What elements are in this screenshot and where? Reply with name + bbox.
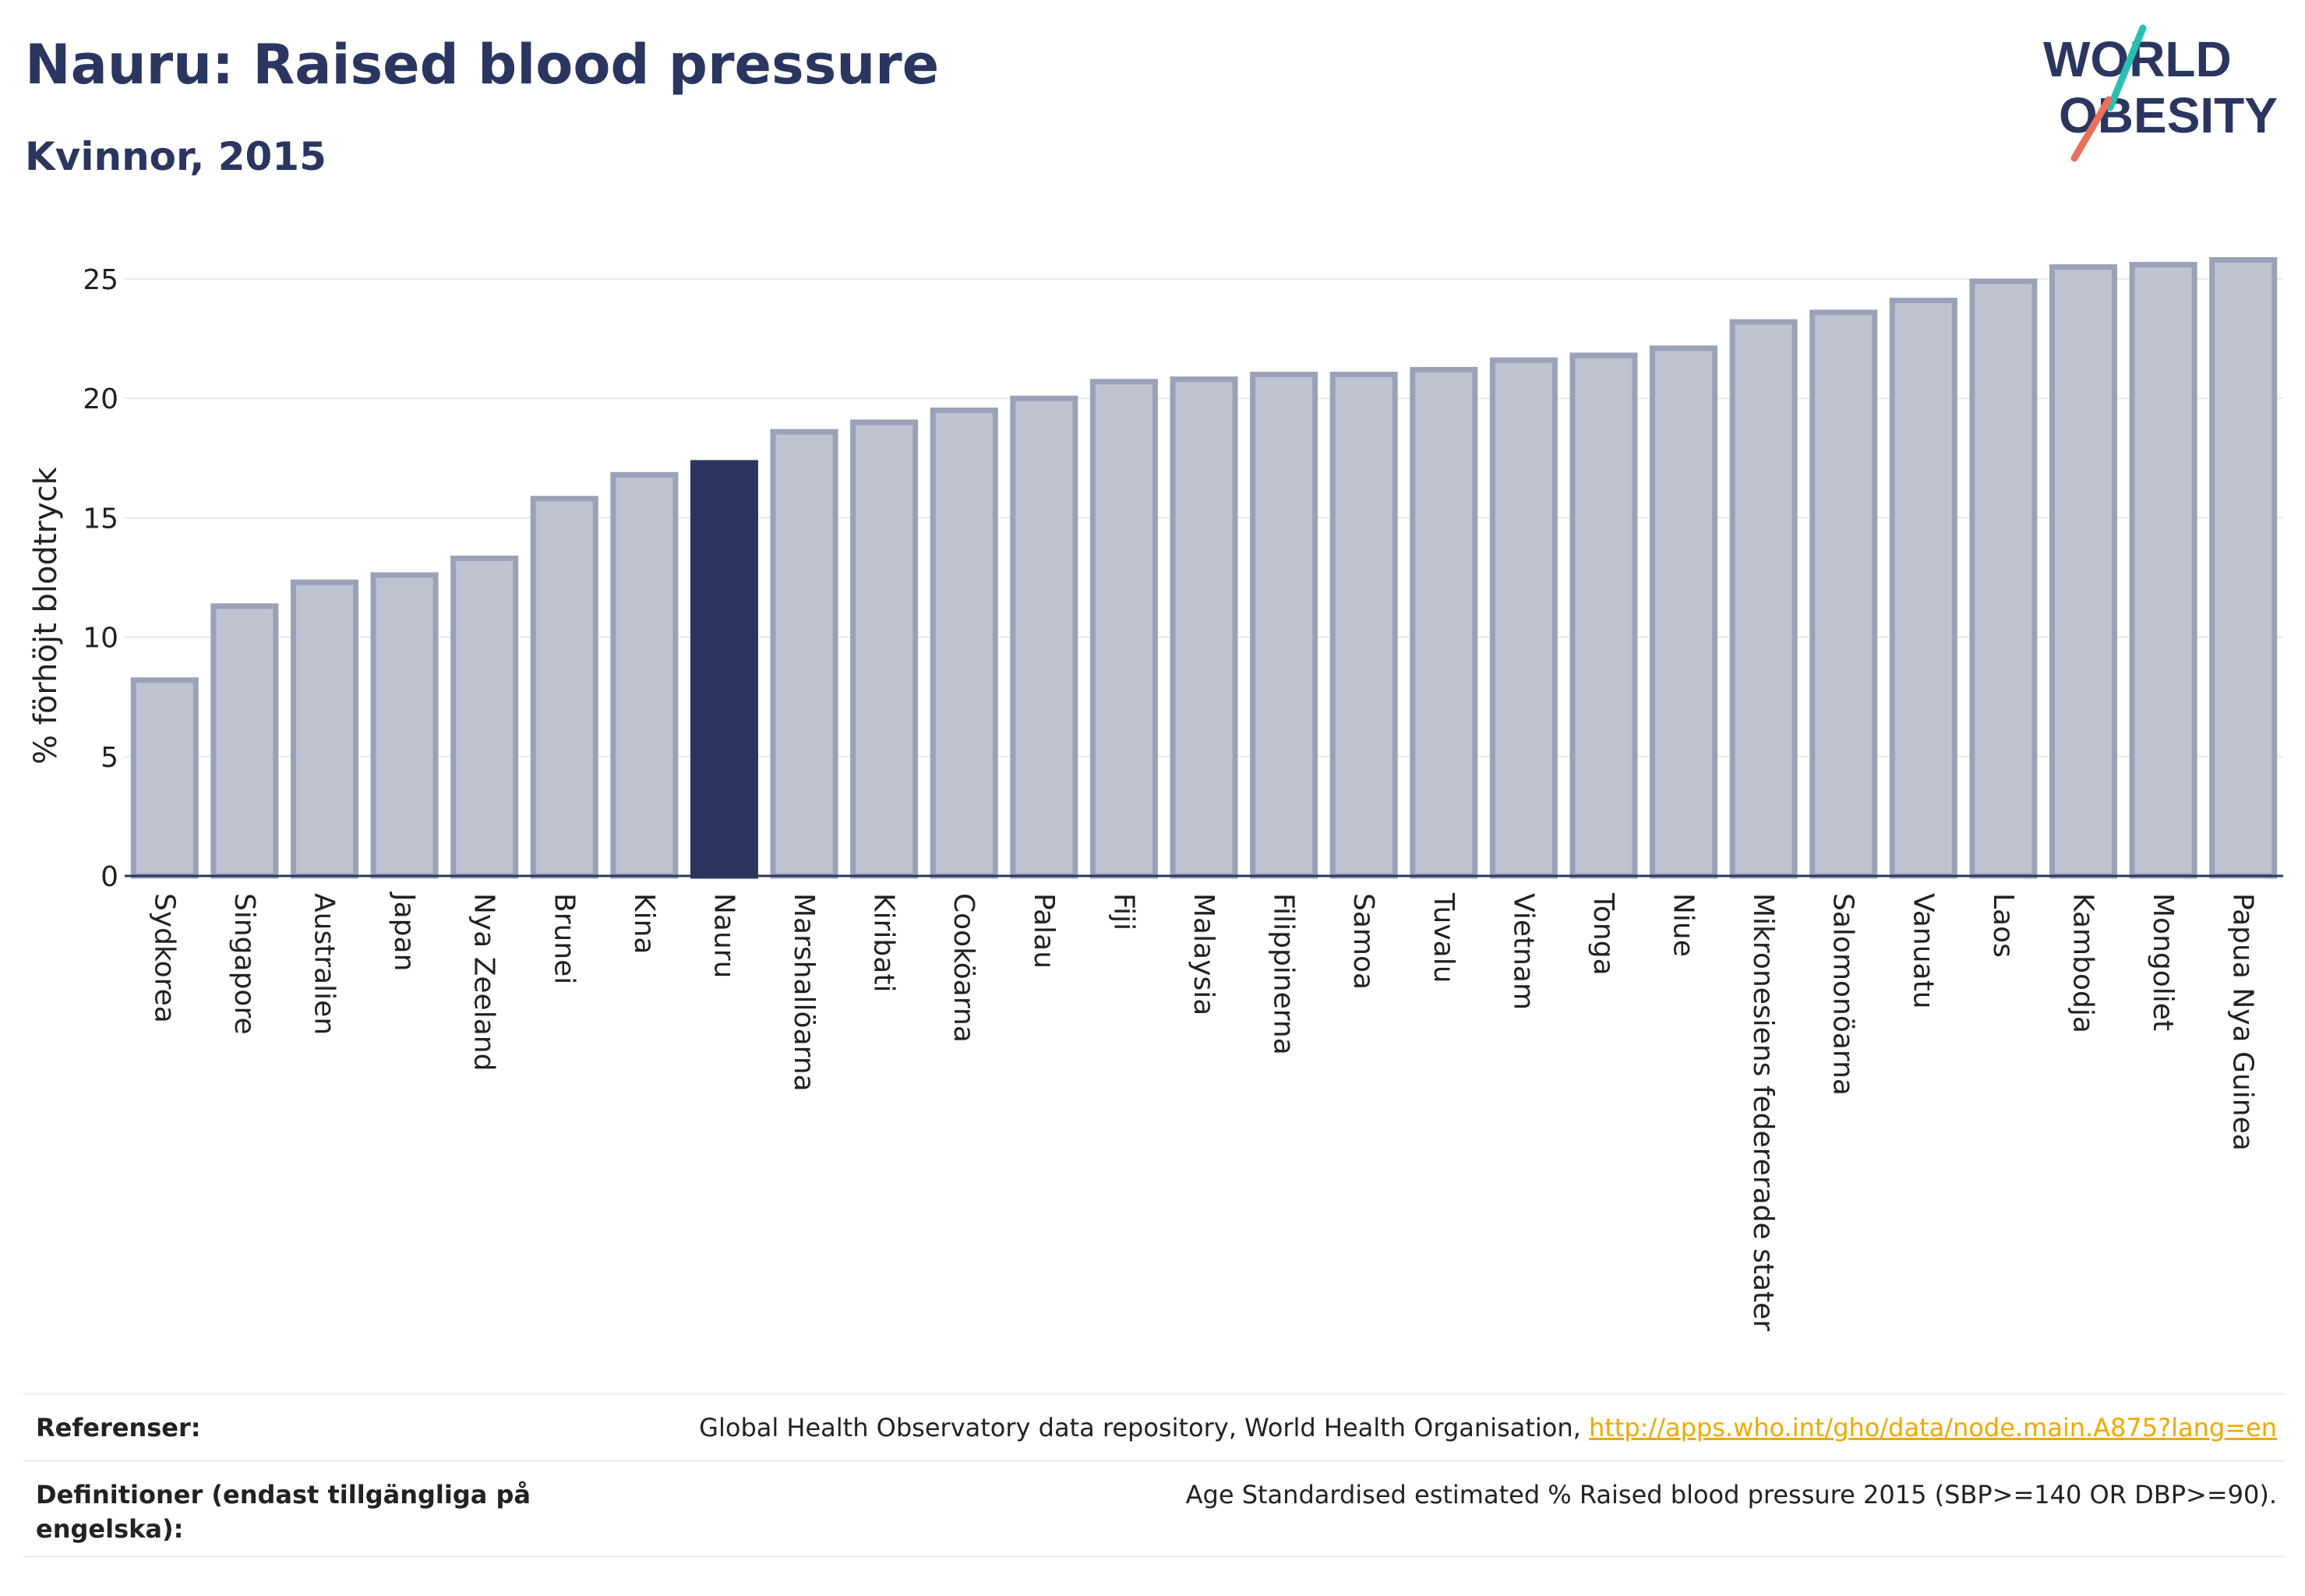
x-tick-label: Palau bbox=[1028, 893, 1060, 969]
bar-mongoliet bbox=[2129, 262, 2197, 879]
y-axis-label: % förhöjt blodtryck bbox=[28, 466, 64, 764]
bar-fiji bbox=[1089, 379, 1158, 879]
bar-filippinerna bbox=[1250, 372, 1318, 879]
bar-niue bbox=[1650, 345, 1718, 879]
bar-vanuatu bbox=[1889, 298, 1957, 879]
bar-cooköarna bbox=[930, 407, 998, 879]
x-tick-label: Tuvalu bbox=[1428, 892, 1460, 983]
bar-kina bbox=[610, 471, 679, 879]
x-tick-label: Vietnam bbox=[1507, 893, 1539, 1010]
x-tick-label: Japan bbox=[388, 892, 420, 971]
logo-slash-coral bbox=[2070, 96, 2113, 162]
x-tick-label: Nya Zeeland bbox=[468, 893, 500, 1071]
y-tick-label: 25 bbox=[83, 264, 118, 296]
world-obesity-logo: WORLD OBESITY bbox=[2043, 24, 2278, 162]
page-subtitle: Kvinnor, 2015 bbox=[25, 134, 327, 179]
bar-tonga bbox=[1569, 352, 1638, 879]
references-text: Global Health Observatory data repositor… bbox=[699, 1413, 1589, 1442]
bar-salomonöarna bbox=[1809, 309, 1878, 879]
x-tick-label: Filippinerna bbox=[1268, 893, 1300, 1055]
page-title: Nauru: Raised blood pressure bbox=[25, 33, 940, 97]
x-tick-label: Australien bbox=[308, 893, 340, 1035]
x-tick-label: Samoa bbox=[1347, 893, 1379, 990]
x-tick-label: Singapore bbox=[228, 893, 260, 1035]
y-tick-label: 20 bbox=[83, 383, 118, 415]
x-tick-label: Marshallöarna bbox=[788, 893, 820, 1092]
x-tick-label: Sydkorea bbox=[148, 893, 180, 1023]
logo-slash-teal bbox=[2106, 24, 2147, 111]
bar-malaysia bbox=[1170, 376, 1238, 879]
x-tick-label: Niue bbox=[1668, 893, 1700, 957]
chart-bars bbox=[130, 256, 2278, 879]
definitions-label: Definitioner (endast tillgängliga på eng… bbox=[36, 1480, 531, 1544]
x-tick-label: Brunei bbox=[548, 893, 580, 984]
bar-mikronesiens-federerade-stater bbox=[1729, 319, 1798, 879]
x-tick-label: Vanuatu bbox=[1907, 893, 1939, 1009]
y-tick-labels: 0 5 10 15 20 25 bbox=[83, 264, 118, 893]
x-tick-label: Tonga bbox=[1587, 892, 1619, 976]
bar-chart: 0 5 10 15 20 25 Sydkorea Singapore Australien Ja… bbox=[28, 256, 2283, 1331]
references-link[interactable]: http://apps.who.int/gho/data/node.main.A… bbox=[1588, 1413, 2277, 1442]
definitions-row: Definitioner (endast tillgängliga på eng… bbox=[23, 1464, 2285, 1557]
bar-sydkorea bbox=[130, 677, 199, 879]
x-tick-label: Kambodja bbox=[2067, 893, 2099, 1033]
bar-japan bbox=[370, 572, 439, 879]
footer-divider-bottom bbox=[23, 1555, 2285, 1558]
x-tick-label: Salomonöarna bbox=[1827, 893, 1859, 1096]
y-tick-label: 10 bbox=[83, 623, 118, 655]
footer-divider-middle bbox=[23, 1460, 2285, 1462]
x-tick-label: Kina bbox=[628, 893, 660, 955]
references-row: Referenser: Global Health Observatory da… bbox=[23, 1396, 2285, 1459]
bar-vietnam bbox=[1489, 357, 1558, 879]
x-tick-labels: Sydkorea Singapore Australien Japan Nya Zeel… bbox=[148, 892, 2258, 1331]
bar-kiribati bbox=[850, 419, 919, 879]
bar-marshallöarna bbox=[770, 429, 838, 879]
x-tick-label: Malaysia bbox=[1188, 893, 1220, 1015]
x-tick-label: Kiribati bbox=[868, 893, 900, 992]
x-tick-label: Mongoliet bbox=[2147, 893, 2179, 1031]
y-tick-label: 5 bbox=[101, 742, 118, 774]
bar-brunei bbox=[530, 496, 598, 879]
logo-line2: OBESITY bbox=[2059, 87, 2278, 143]
x-tick-label: Fiji bbox=[1107, 893, 1139, 930]
bar-nauru bbox=[690, 460, 758, 879]
bar-palau bbox=[1010, 395, 1078, 879]
x-tick-label: Nauru bbox=[708, 893, 740, 978]
bar-tuvalu bbox=[1410, 366, 1478, 879]
bar-laos bbox=[1969, 278, 2038, 879]
bar-samoa bbox=[1329, 372, 1398, 879]
x-tick-label: Mikronesiens federerade stater bbox=[1747, 893, 1779, 1331]
bar-australien bbox=[290, 579, 358, 879]
x-tick-label: Laos bbox=[1987, 893, 2019, 958]
bar-papua-nya-guinea bbox=[2209, 256, 2278, 879]
x-tick-label: Cooköarna bbox=[948, 893, 980, 1043]
x-tick-label: Papua Nya Guinea bbox=[2227, 893, 2259, 1151]
references-label: Referenser: bbox=[36, 1413, 201, 1442]
y-tick-label: 0 bbox=[101, 861, 118, 893]
bar-kambodja bbox=[2049, 264, 2118, 879]
definitions-value: Age Standardised estimated % Raised bloo… bbox=[1185, 1480, 2277, 1509]
references-value: Global Health Observatory data repositor… bbox=[699, 1411, 2277, 1445]
bar-nya-zeeland bbox=[450, 555, 519, 879]
footer-divider-top bbox=[23, 1393, 2285, 1395]
bar-singapore bbox=[210, 603, 279, 879]
y-tick-label: 15 bbox=[83, 503, 118, 535]
